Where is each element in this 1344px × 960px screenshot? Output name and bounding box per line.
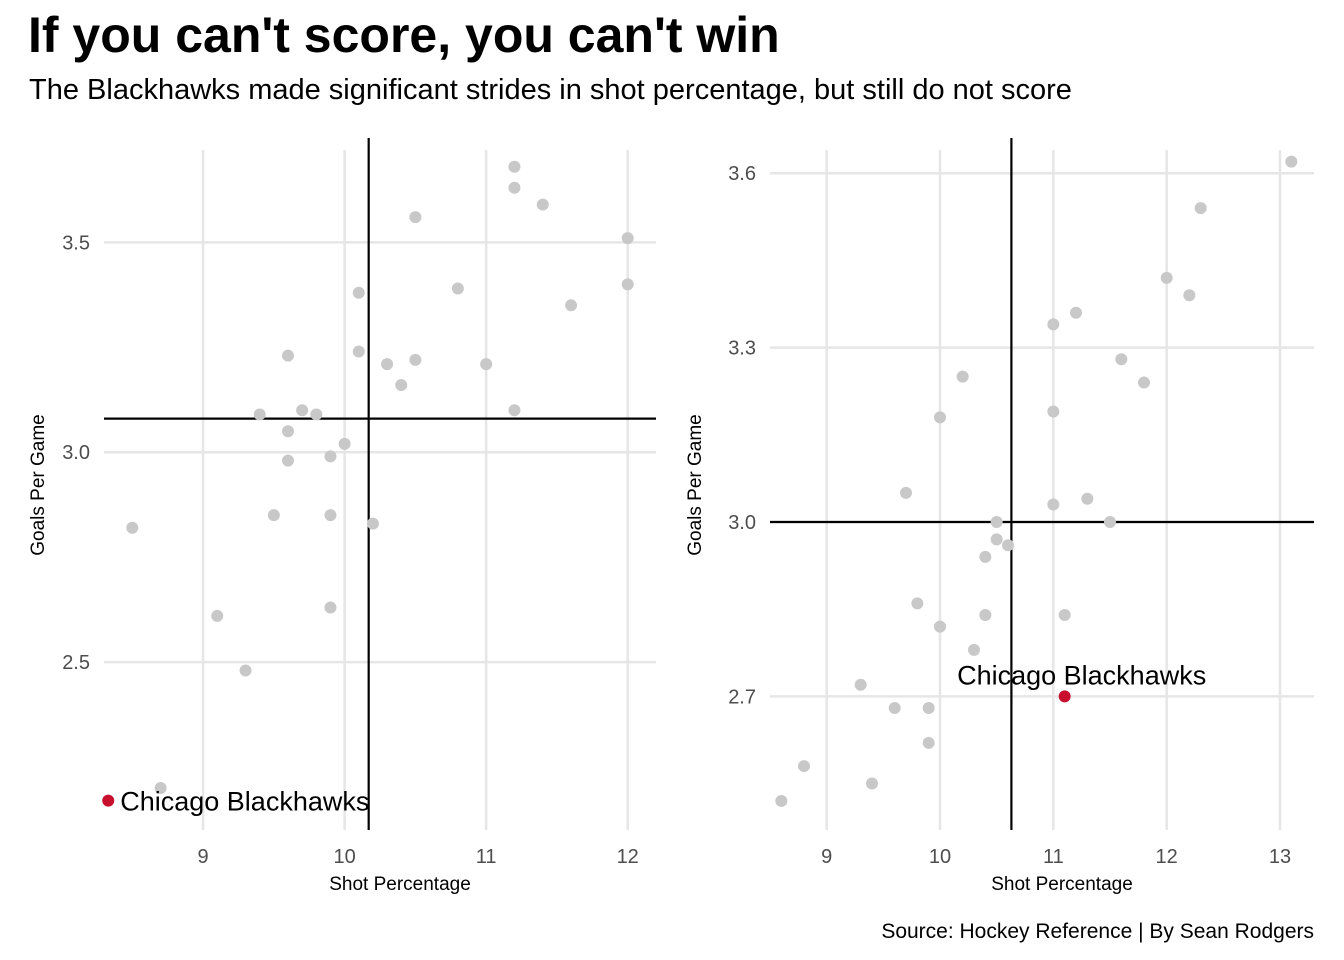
- team-point: [296, 404, 309, 417]
- team-point: [536, 198, 549, 211]
- team-point: [990, 533, 1003, 546]
- scatter-panel-1: 9 10 11 12 2.5 3.0 3.5 Shot Percentage Goals Per…: [28, 138, 656, 895]
- team-point: [282, 349, 294, 362]
- highlight-label: Chicago Blackhawks: [957, 660, 1206, 690]
- team-point: [211, 609, 224, 622]
- source-caption: Source: Hockey Reference | By Sean Rodge…: [881, 920, 1314, 943]
- team-point: [1070, 306, 1082, 319]
- team-point: [1047, 498, 1060, 511]
- team-point: [565, 299, 578, 312]
- team-point: [239, 664, 252, 677]
- team-point: [1047, 405, 1060, 418]
- team-point: [979, 608, 992, 621]
- highlight-point: [102, 794, 115, 807]
- team-point: [1047, 318, 1060, 331]
- team-point: [1160, 271, 1173, 284]
- team-point: [126, 521, 139, 534]
- team-point: [979, 550, 992, 563]
- team-point: [154, 782, 167, 795]
- team-point: [508, 404, 521, 417]
- team-point: [1285, 155, 1298, 168]
- highlight-point: [1058, 690, 1071, 703]
- x-tick-label: 12: [617, 846, 639, 868]
- x-tick-label: 11: [1043, 846, 1064, 868]
- x-tick-label: 12: [1156, 846, 1178, 868]
- team-point: [1104, 515, 1116, 528]
- team-point: [282, 454, 294, 467]
- team-point: [352, 286, 365, 299]
- team-point: [352, 345, 365, 358]
- y-tick-label: 2.5: [62, 652, 90, 674]
- team-point: [956, 370, 969, 383]
- x-axis-label: Shot Percentage: [991, 874, 1133, 895]
- team-point: [775, 794, 788, 807]
- y-tick-label: 2.7: [728, 686, 756, 708]
- y-tick-label: 3.3: [728, 338, 756, 360]
- team-point: [310, 408, 323, 421]
- team-point: [990, 515, 1003, 528]
- team-point: [267, 509, 280, 522]
- team-point: [409, 211, 422, 224]
- team-point: [798, 760, 810, 773]
- team-point: [480, 358, 493, 371]
- team-point: [934, 620, 946, 633]
- team-point: [366, 517, 379, 530]
- team-point: [282, 425, 294, 438]
- y-tick-label: 3.6: [728, 163, 756, 185]
- y-axis-label: Goals Per Game: [28, 414, 49, 556]
- x-tick-label: 10: [333, 846, 355, 868]
- team-point: [508, 181, 521, 194]
- x-tick-label: 9: [198, 846, 209, 868]
- x-tick-label: 9: [821, 846, 832, 868]
- chart-title: If you can't score, you can't win: [28, 7, 780, 63]
- team-point: [621, 278, 634, 291]
- team-point: [922, 736, 935, 749]
- team-point: [409, 353, 422, 366]
- team-point: [1183, 289, 1196, 302]
- chart-subtitle: The Blackhawks made significant strides …: [29, 74, 1072, 106]
- y-tick-label: 3.5: [62, 232, 90, 254]
- highlight-label: Chicago Blackhawks: [120, 787, 369, 817]
- team-point: [324, 509, 337, 522]
- x-tick-label: 13: [1269, 846, 1291, 868]
- team-point: [911, 597, 924, 610]
- team-point: [1002, 539, 1014, 552]
- y-tick-label: 3.0: [62, 442, 90, 464]
- team-point: [508, 160, 521, 173]
- y-axis-label: Goals Per Game: [685, 414, 706, 556]
- team-point: [253, 408, 266, 421]
- x-axis-label: Shot Percentage: [329, 874, 471, 895]
- team-point: [968, 643, 980, 656]
- team-point: [1194, 202, 1207, 215]
- team-point: [381, 358, 394, 371]
- x-tick-label: 11: [476, 846, 497, 868]
- y-tick-label: 3.0: [728, 512, 756, 534]
- team-point: [934, 411, 946, 424]
- team-point: [922, 701, 935, 714]
- team-point: [888, 701, 901, 714]
- team-point: [395, 379, 408, 392]
- team-point: [338, 437, 351, 450]
- team-point: [1138, 376, 1150, 389]
- x-tick-label: 10: [929, 846, 951, 868]
- team-point: [1081, 492, 1094, 505]
- team-point: [1115, 353, 1128, 366]
- team-point: [324, 601, 337, 614]
- team-point: [900, 486, 912, 499]
- team-point: [854, 678, 867, 691]
- team-point: [324, 450, 337, 463]
- team-point: [866, 777, 878, 790]
- team-point: [1058, 608, 1071, 621]
- scatter-panel-2: 9 10 11 12 13 2.7 3.0 3.3 3.6 Shot Percentage Goal…: [685, 138, 1314, 895]
- team-point: [621, 232, 634, 245]
- team-point: [451, 282, 464, 295]
